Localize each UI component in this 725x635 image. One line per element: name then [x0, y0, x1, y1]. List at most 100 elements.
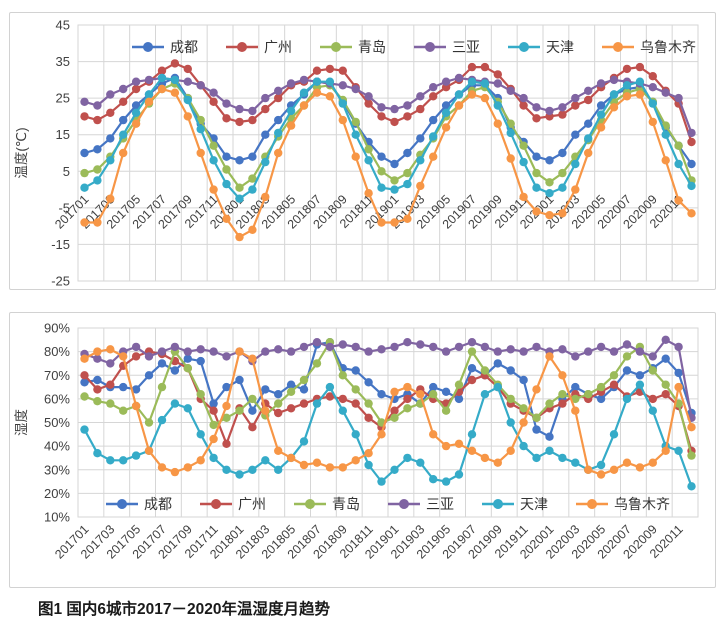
series-point — [106, 380, 115, 389]
series-point — [80, 371, 89, 380]
series-point — [390, 406, 399, 415]
series-point — [80, 97, 89, 107]
series-point — [131, 119, 141, 128]
series-point — [119, 84, 128, 94]
series-point — [106, 156, 115, 165]
series-point — [261, 406, 270, 415]
y-axis-title: 温度(℃) — [14, 127, 29, 178]
series-point — [93, 347, 102, 356]
series-point — [106, 90, 115, 99]
y-tick-label: 25 — [56, 91, 70, 106]
series-point — [519, 157, 528, 167]
legend-label-3: 三亚 — [426, 496, 454, 512]
series-point — [338, 66, 347, 75]
series-point — [467, 338, 477, 347]
series-point — [351, 84, 360, 94]
series-point — [209, 347, 218, 356]
series-point — [506, 366, 515, 375]
series-point — [222, 439, 231, 448]
series-point — [196, 356, 205, 366]
series-point — [119, 148, 128, 158]
series-point — [364, 378, 373, 387]
series-point — [635, 90, 645, 99]
series-point — [635, 62, 645, 72]
series-point — [351, 399, 360, 408]
series-point — [519, 375, 528, 385]
series-point — [209, 185, 218, 194]
series-point — [261, 385, 270, 394]
series-point — [93, 385, 102, 394]
series-point — [170, 59, 180, 68]
series-point — [377, 112, 386, 121]
y-tick-label: 20% — [44, 486, 70, 501]
series-point — [635, 371, 645, 380]
series-point — [274, 446, 283, 455]
series-point — [390, 218, 399, 227]
series-point — [106, 359, 115, 368]
series-point — [558, 399, 567, 408]
series-point — [364, 145, 373, 154]
series-point — [571, 458, 580, 467]
series-point — [390, 159, 399, 169]
series-point — [480, 366, 490, 375]
series-point — [157, 359, 167, 368]
series-point — [183, 95, 192, 105]
series-point — [558, 209, 567, 218]
legend-label-3: 三亚 — [452, 39, 480, 55]
series-point — [312, 88, 322, 97]
series-point — [235, 232, 244, 242]
series-point — [596, 460, 606, 470]
series-point — [377, 218, 386, 227]
series-point — [622, 64, 632, 74]
series-point — [506, 446, 515, 455]
series-point — [209, 399, 218, 408]
series-point — [325, 463, 335, 472]
series-point — [558, 110, 567, 119]
series-point — [596, 79, 606, 88]
series-point — [403, 101, 412, 110]
series-point — [493, 458, 502, 467]
y-tick-label: 15 — [56, 127, 70, 142]
series-point — [648, 406, 657, 415]
series-point — [377, 152, 386, 161]
series-point — [183, 112, 192, 121]
series-point — [222, 465, 231, 474]
series-point — [93, 218, 102, 227]
series-point — [519, 347, 528, 356]
series-point — [364, 399, 373, 408]
series-point — [519, 93, 528, 103]
series-point — [661, 446, 670, 455]
series-point — [351, 456, 360, 465]
series-point — [338, 81, 347, 90]
series-point — [209, 434, 218, 444]
series-point — [635, 463, 645, 472]
series-point — [390, 185, 399, 194]
series-point — [274, 345, 283, 354]
series-point — [209, 156, 218, 165]
y-tick-label: 10% — [44, 510, 70, 525]
series-point — [687, 451, 696, 460]
series-point — [209, 420, 218, 430]
series-point — [261, 130, 270, 139]
series-point — [80, 425, 89, 434]
series-point — [131, 451, 141, 460]
series-point — [390, 342, 399, 352]
series-point — [170, 366, 180, 375]
series-point — [131, 342, 141, 352]
series-point — [274, 465, 283, 474]
series-point — [441, 77, 451, 86]
series-point — [196, 390, 205, 399]
series-point — [545, 156, 554, 165]
series-point — [261, 347, 270, 356]
series-point — [261, 456, 270, 465]
series-point — [80, 392, 89, 401]
series-point — [131, 352, 141, 361]
series-point — [429, 382, 438, 392]
legend-label-2: 青岛 — [332, 496, 360, 512]
legend-label-2: 青岛 — [358, 39, 386, 55]
series-point — [338, 115, 347, 125]
legend-dot-icon — [613, 42, 623, 52]
series-point — [93, 354, 102, 363]
series-point — [286, 387, 296, 396]
